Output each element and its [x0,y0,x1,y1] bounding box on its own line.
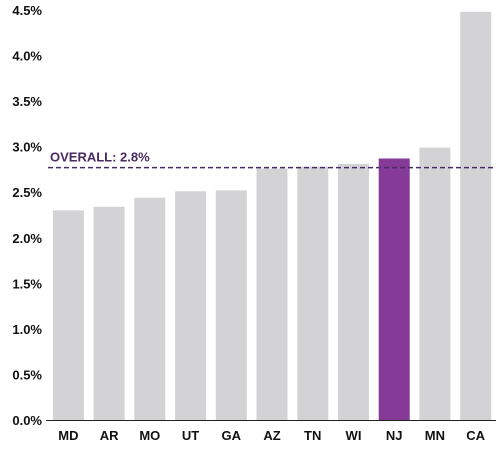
bar-ga [215,190,247,420]
bar-ar [93,206,125,420]
x-tick-label-ar: AR [100,428,119,443]
y-tick-label: 1.5% [12,276,42,291]
x-axis-labels: MD AR MO UT GA AZ TN WI NJ MN CA [58,428,485,443]
bar-md [52,210,84,420]
y-tick-label: 1.0% [12,322,42,337]
y-axis-ticks: 0.0% 0.5% 1.0% 1.5% 2.0% 2.5% 3.0% 3.5% 4.0% 4.5% [12,3,42,428]
y-tick-label: 3.0% [12,140,42,155]
bar-mo [134,197,166,420]
bar-az [256,168,288,420]
x-tick-label-nj: NJ [386,428,403,443]
y-tick-label: 2.0% [12,231,42,246]
y-tick-label: 0.5% [12,367,42,382]
y-tick-label: 4.5% [12,3,42,18]
x-tick-label-wi: WI [346,428,362,443]
y-tick-label: 3.5% [12,94,42,109]
x-tick-label-ga: GA [222,428,242,443]
bar-ca [460,11,492,421]
x-tick-label-mn: MN [425,428,445,443]
x-tick-label-az: AZ [263,428,280,443]
x-tick-label-md: MD [58,428,78,443]
bar-nj [378,158,410,420]
bar-ut [175,191,207,420]
x-tick-label-ca: CA [466,428,485,443]
x-tick-label-mo: MO [139,428,160,443]
x-tick-label-tn: TN [304,428,321,443]
bar-tn [297,166,329,420]
y-tick-label: 0.0% [12,413,42,428]
y-tick-label: 4.0% [12,49,42,64]
y-tick-label: 2.5% [12,185,42,200]
overall-reference-label: OVERALL: 2.8% [50,150,150,165]
x-tick-label-ut: UT [182,428,199,443]
bars [52,11,492,421]
bar-mn [419,147,451,420]
bar-wi [338,164,369,420]
